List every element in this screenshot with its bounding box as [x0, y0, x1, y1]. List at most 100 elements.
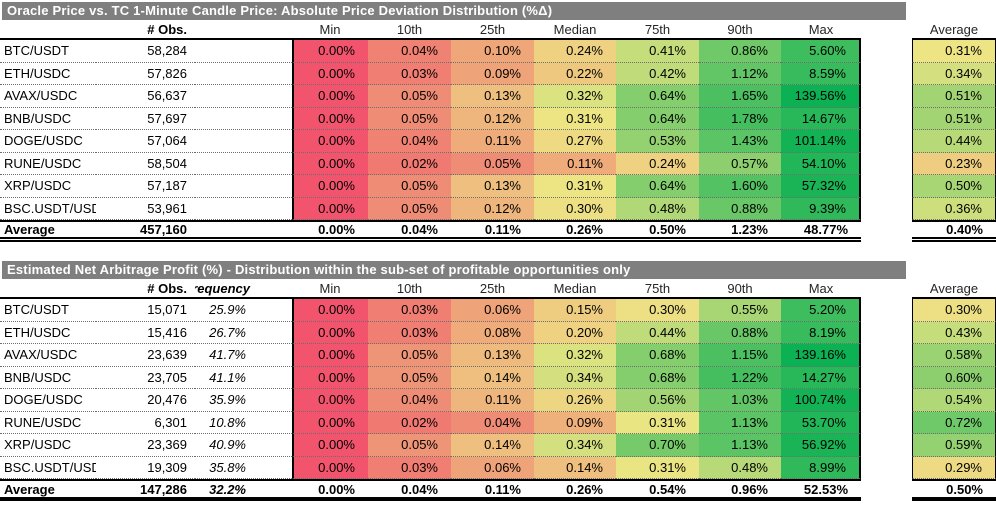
heat-cell-max: 8.19%	[781, 321, 861, 344]
heat-cell-median: 0.31%	[534, 175, 616, 198]
pair-label: DOGE/USDC	[0, 130, 96, 153]
totals-75th: 0.54%	[616, 479, 699, 501]
row-average-cell: 0.34%	[912, 62, 996, 85]
row-average-cell: 0.31%	[912, 40, 996, 63]
heat-cell-90th: 1.13%	[699, 411, 781, 434]
totals-10th: 0.04%	[368, 479, 451, 501]
average-column-header: Average	[912, 279, 996, 299]
totals-obs-value: 147,286	[96, 479, 195, 501]
heat-cell-25th: 0.10%	[451, 40, 534, 63]
column-header-max: Max	[781, 279, 861, 299]
table-row: XRP/USDC 23,369 40.9% 0.00% 0.05% 0.14% 0.34% 0…	[0, 434, 996, 457]
column-spacer	[861, 63, 912, 86]
obs-value: 23,705	[96, 367, 195, 389]
obs-value: 57,826	[96, 63, 195, 85]
column-spacer	[861, 412, 912, 435]
obs-value: 57,187	[96, 175, 195, 198]
row-average-cell: 0.30%	[912, 299, 996, 322]
heat-cell-min: 0.00%	[292, 366, 368, 389]
heat-cell-25th: 0.12%	[451, 107, 534, 130]
table-row: ETH/USDC 15,416 26.7% 0.00% 0.03% 0.08% 0.20% 0…	[0, 321, 996, 344]
heat-cell-10th: 0.05%	[368, 344, 451, 367]
heat-cell-10th: 0.05%	[368, 197, 451, 220]
heat-cell-90th: 1.13%	[699, 434, 781, 457]
frequency-value: 41.1%	[195, 367, 292, 389]
totals-row: Average 147,286 32.2% 0.00% 0.04% 0.11% 0.26% 0…	[0, 479, 996, 501]
heat-cell-max: 5.60%	[781, 40, 861, 63]
heat-cell-90th: 1.65%	[699, 85, 781, 108]
heat-cell-75th: 0.48%	[616, 197, 699, 220]
pair-label: RUNE/USDC	[0, 153, 96, 175]
frequency-value: 26.7%	[195, 322, 292, 344]
heat-cell-min: 0.00%	[292, 175, 368, 198]
heat-cell-max: 14.27%	[781, 366, 861, 389]
column-header-median: Median	[534, 279, 616, 299]
table-row: BSC.USDT/USDC53,9610.00%0.05%0.12%0.30%0…	[0, 197, 996, 221]
oracle-deviation-table: Oracle Price vs. TC 1-Minute Candle Pric…	[0, 2, 996, 242]
column-header-90th: 90th	[699, 20, 781, 40]
heat-cell-10th: 0.02%	[368, 152, 451, 175]
heat-cell-max: 57.32%	[781, 175, 861, 198]
heat-cell-min: 0.00%	[292, 389, 368, 412]
totals-75th: 0.50%	[616, 220, 699, 242]
table-row: BSC.USDT/USDC19,30935.8%0.00%0.03%0.06%0…	[0, 456, 996, 479]
column-header-75th: 75th	[616, 279, 699, 299]
totals-max: 52.53%	[781, 479, 861, 501]
column-spacer	[861, 198, 912, 221]
totals-row: Average 457,160 0.00% 0.04% 0.11% 0.26% 0.50% 1…	[0, 220, 996, 242]
heat-cell-90th: 0.57%	[699, 152, 781, 175]
heat-cell-75th: 0.56%	[616, 389, 699, 412]
column-header-25th: 25th	[451, 279, 534, 299]
table-title: Estimated Net Arbitrage Profit (%) - Dis…	[2, 261, 906, 279]
heat-cell-min: 0.00%	[292, 299, 368, 322]
row-average-cell: 0.51%	[912, 85, 996, 108]
column-spacer	[861, 299, 912, 322]
frequency-value	[195, 63, 292, 85]
heat-cell-max: 8.59%	[781, 62, 861, 85]
pair-label: BNB/USDC	[0, 108, 96, 130]
heat-cell-min: 0.00%	[292, 411, 368, 434]
heat-cell-25th: 0.13%	[451, 85, 534, 108]
pair-label: BTC/USDT	[0, 299, 96, 322]
heat-cell-75th: 0.31%	[616, 411, 699, 434]
pair-label: XRP/USDC	[0, 434, 96, 457]
heat-cell-median: 0.31%	[534, 107, 616, 130]
heat-cell-10th: 0.03%	[368, 321, 451, 344]
obs-value: 15,071	[96, 299, 195, 322]
column-spacer	[861, 20, 912, 40]
column-spacer	[861, 479, 912, 501]
row-average-cell: 0.58%	[912, 344, 996, 367]
pair-label: BSC.USDT/USDC	[0, 457, 96, 479]
column-spacer	[861, 153, 912, 176]
totals-average-cell: 0.40%	[912, 220, 996, 242]
heat-cell-max: 101.14%	[781, 130, 861, 153]
heat-cell-25th: 0.12%	[451, 197, 534, 220]
column-header-25th: 25th	[451, 20, 534, 40]
heat-cell-min: 0.00%	[292, 197, 368, 220]
heat-cell-90th: 0.88%	[699, 197, 781, 220]
column-spacer	[861, 220, 912, 242]
heat-cell-75th: 0.68%	[616, 366, 699, 389]
heat-cell-10th: 0.05%	[368, 434, 451, 457]
column-spacer	[861, 389, 912, 412]
totals-median: 0.26%	[534, 220, 616, 242]
obs-value: 58,284	[96, 40, 195, 63]
obs-value: 6,301	[96, 412, 195, 434]
row-average-cell: 0.59%	[912, 434, 996, 457]
heat-cell-median: 0.34%	[534, 366, 616, 389]
column-header-min: Min	[292, 279, 368, 299]
heat-cell-90th: 0.86%	[699, 40, 781, 63]
heat-cell-75th: 0.64%	[616, 107, 699, 130]
row-average-cell: 0.54%	[912, 389, 996, 412]
heat-cell-median: 0.14%	[534, 456, 616, 479]
table-row: BTC/USDT 15,071 25.9% 0.00% 0.03% 0.06% 0.15% 0…	[0, 299, 996, 322]
row-label-header	[0, 279, 96, 299]
heat-cell-10th: 0.05%	[368, 175, 451, 198]
pair-label: ETH/USDC	[0, 63, 96, 85]
column-header-75th: 75th	[616, 20, 699, 40]
heat-cell-min: 0.00%	[292, 456, 368, 479]
heat-cell-10th: 0.04%	[368, 130, 451, 153]
table-row: AVAX/USDC 23,639 41.7% 0.00% 0.05% 0.13% 0.32%…	[0, 344, 996, 367]
table-row: RUNE/USDC 6,301 10.8% 0.00% 0.02% 0.04% 0.09% 0…	[0, 411, 996, 435]
heat-cell-25th: 0.06%	[451, 456, 534, 479]
